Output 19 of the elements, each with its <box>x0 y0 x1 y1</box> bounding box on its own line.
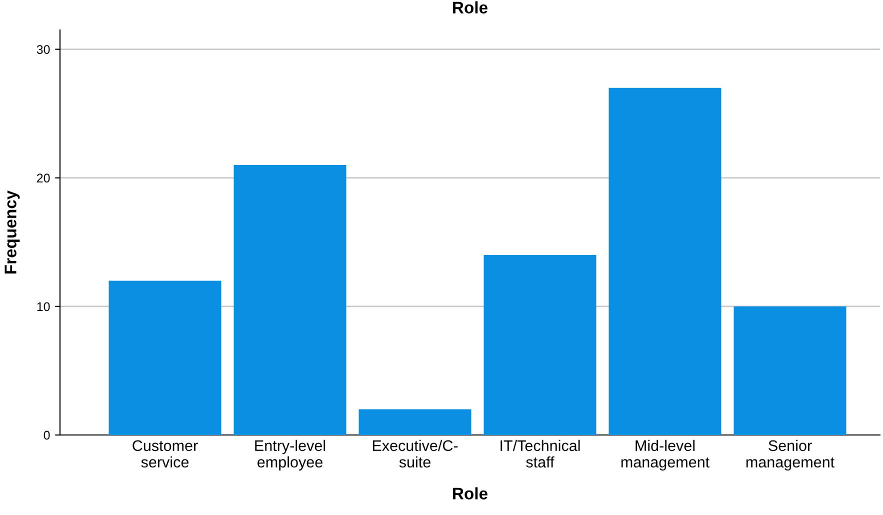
y-tick-label: 0 <box>44 430 50 440</box>
y-tick-label: 20 <box>37 174 50 183</box>
bar <box>734 306 846 435</box>
x-tick-label: Executive/C- suite <box>372 440 458 468</box>
x-tick-label: Entry-level employee <box>255 440 326 471</box>
bar <box>358 409 472 435</box>
y-axis-title: Frequency <box>4 190 20 274</box>
bar <box>108 280 222 435</box>
bar <box>608 88 722 435</box>
bar <box>234 165 346 435</box>
x-tick-label: IT/Technical staff <box>500 440 580 468</box>
bar <box>484 255 596 435</box>
x-tick-label: Customer service <box>132 440 198 468</box>
y-tick-label: 30 <box>36 45 50 54</box>
chart-title: Role <box>453 1 488 14</box>
x-axis-title: Role <box>453 487 488 500</box>
x-tick-label: Mid-level management <box>621 440 710 471</box>
x-tick-label: Senior management <box>746 440 834 471</box>
y-tick-label: 10 <box>37 302 50 312</box>
